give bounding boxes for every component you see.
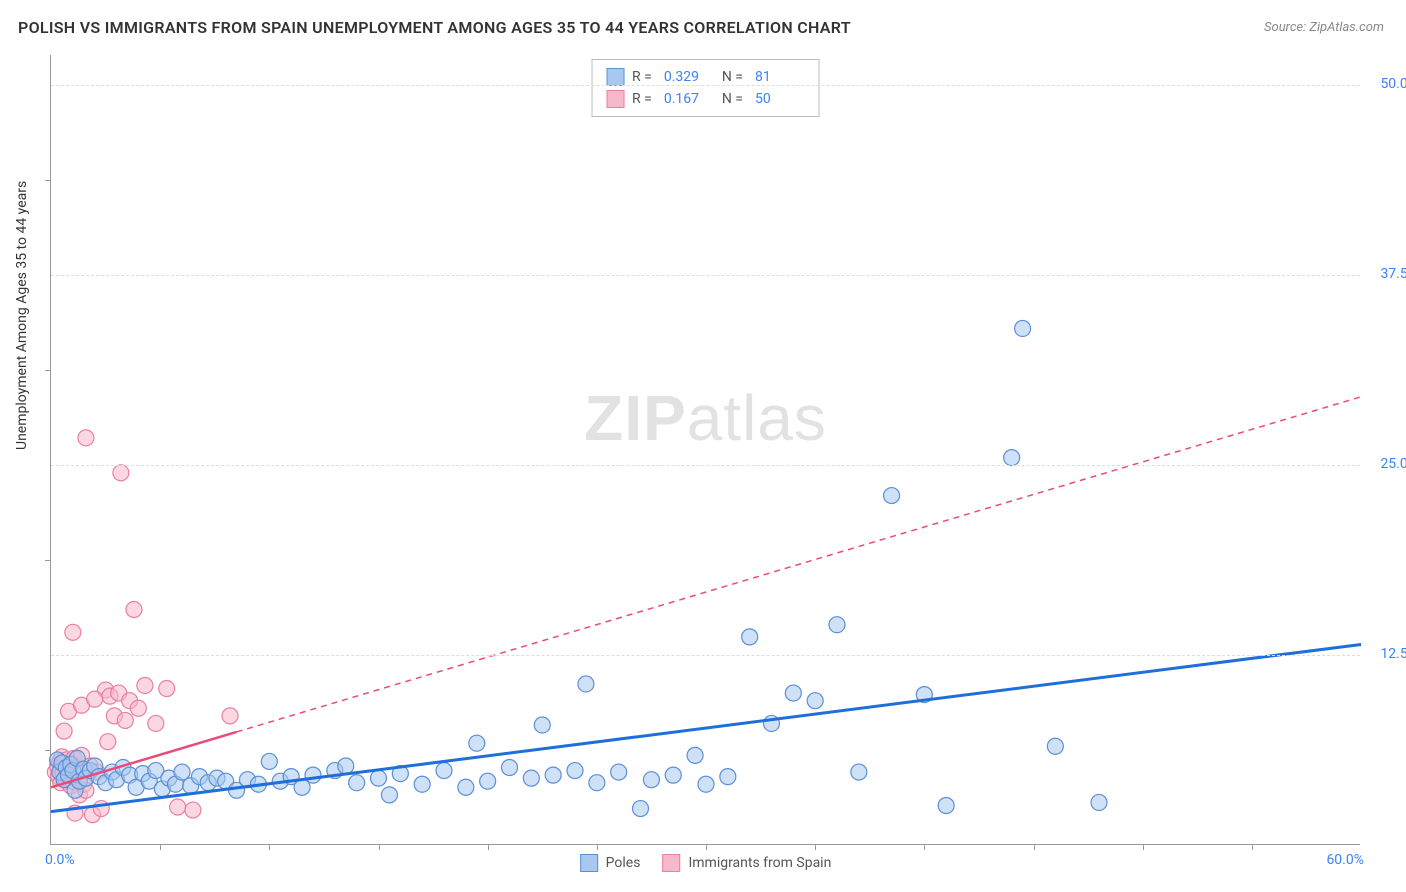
swatch-spain-bottom <box>662 854 680 872</box>
y-tick-label: 50.0% <box>1380 76 1406 92</box>
y-axis-label: Unemployment Among Ages 35 to 44 years <box>14 181 30 450</box>
data-point <box>261 753 277 769</box>
legend-row-spain: R =0.167 N =50 <box>606 88 805 110</box>
source-attribution: Source: ZipAtlas.com <box>1264 20 1384 35</box>
data-point <box>349 775 365 791</box>
data-point <box>93 801 109 817</box>
chart-plot-area: ZIPatlas R =0.329 N =81 R =0.167 N =50 P… <box>50 55 1360 845</box>
data-point <box>698 776 714 792</box>
data-point <box>137 677 153 693</box>
data-point <box>100 734 116 750</box>
data-point <box>807 693 823 709</box>
data-point <box>1015 320 1031 336</box>
data-point <box>785 685 801 701</box>
x-minor-tick <box>269 844 270 850</box>
data-point <box>720 769 736 785</box>
data-point <box>381 787 397 803</box>
data-point <box>469 735 485 751</box>
data-point <box>305 767 321 783</box>
legend-label-poles: Poles <box>606 855 641 871</box>
x-minor-tick <box>815 844 816 850</box>
x-minor-tick <box>488 844 489 850</box>
trendline-dash <box>237 397 1361 732</box>
y-minor-tick <box>45 370 51 371</box>
y-tick-label: 37.5% <box>1380 266 1406 282</box>
gridline <box>51 465 1360 466</box>
x-minor-tick <box>1143 844 1144 850</box>
data-point <box>458 779 474 795</box>
data-point <box>78 430 94 446</box>
data-point <box>643 772 659 788</box>
data-point <box>222 708 238 724</box>
data-point <box>502 760 518 776</box>
y-tick-label: 12.5% <box>1380 646 1406 662</box>
series-legend: Poles Immigrants from Spain <box>580 854 832 872</box>
data-point <box>884 488 900 504</box>
data-point <box>851 764 867 780</box>
x-axis-max: 60.0% <box>1326 852 1364 868</box>
x-minor-tick <box>924 844 925 850</box>
y-minor-tick <box>45 750 51 751</box>
data-point <box>65 624 81 640</box>
data-point <box>589 775 605 791</box>
data-point <box>742 629 758 645</box>
x-minor-tick <box>597 844 598 850</box>
data-point <box>117 712 133 728</box>
x-minor-tick <box>1252 844 1253 850</box>
data-point <box>185 802 201 818</box>
data-point <box>56 723 72 739</box>
y-minor-tick <box>45 180 51 181</box>
legend-item-poles: Poles <box>580 854 641 872</box>
correlation-legend: R =0.329 N =81 R =0.167 N =50 <box>591 59 820 117</box>
gridline <box>51 275 1360 276</box>
swatch-spain <box>606 90 624 108</box>
data-point <box>534 717 550 733</box>
chart-svg <box>51 55 1360 844</box>
data-point <box>414 776 430 792</box>
x-axis-min: 0.0% <box>45 852 75 868</box>
data-point <box>1091 794 1107 810</box>
data-point <box>545 767 561 783</box>
data-point <box>148 715 164 731</box>
x-minor-tick <box>706 844 707 850</box>
data-point <box>1004 450 1020 466</box>
data-point <box>1047 738 1063 754</box>
data-point <box>523 770 539 786</box>
data-point <box>87 691 103 707</box>
data-point <box>633 801 649 817</box>
data-point <box>611 764 627 780</box>
data-point <box>436 763 452 779</box>
data-point <box>170 799 186 815</box>
data-point <box>480 773 496 789</box>
legend-item-spain: Immigrants from Spain <box>662 854 831 872</box>
data-point <box>126 602 142 618</box>
y-minor-tick <box>45 560 51 561</box>
x-minor-tick <box>1034 844 1035 850</box>
data-point <box>567 763 583 779</box>
swatch-poles-bottom <box>580 854 598 872</box>
x-minor-tick <box>379 844 380 850</box>
data-point <box>938 798 954 814</box>
y-tick-label: 25.0% <box>1380 456 1406 472</box>
data-point <box>665 767 681 783</box>
gridline <box>51 85 1360 86</box>
data-point <box>338 758 354 774</box>
data-point <box>578 676 594 692</box>
data-point <box>113 465 129 481</box>
chart-title: POLISH VS IMMIGRANTS FROM SPAIN UNEMPLOY… <box>18 18 851 37</box>
gridline <box>51 655 1360 656</box>
x-minor-tick <box>160 844 161 850</box>
data-point <box>829 617 845 633</box>
swatch-poles <box>606 68 624 86</box>
data-point <box>687 747 703 763</box>
data-point <box>371 770 387 786</box>
legend-label-spain: Immigrants from Spain <box>688 855 831 871</box>
data-point <box>174 764 190 780</box>
data-point <box>130 700 146 716</box>
data-point <box>159 681 175 697</box>
